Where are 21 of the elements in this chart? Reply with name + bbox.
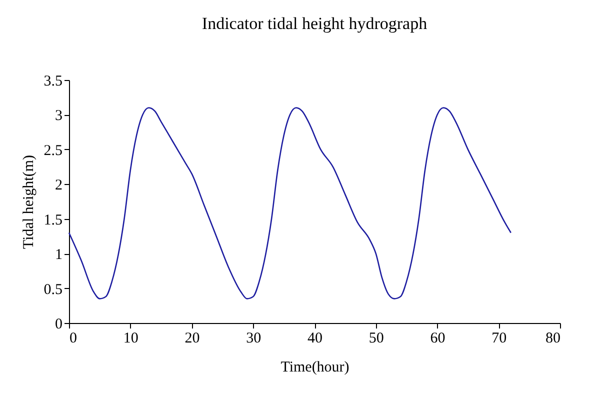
x-tick-label: 30: [246, 330, 262, 346]
y-tick-label: 1.5: [44, 212, 62, 228]
y-tick-label: 2: [55, 178, 62, 194]
y-tick-label: 3: [55, 108, 62, 124]
x-tick-label: 10: [123, 330, 138, 346]
x-axis-title: Time(hour): [280, 360, 350, 376]
line-series: [68, 107, 512, 300]
x-tick-label: 50: [368, 330, 384, 346]
x-tick-label: 80: [546, 330, 560, 346]
y-tick-label: 0.5: [44, 282, 62, 298]
x-tick-label: 70: [492, 330, 507, 346]
y-axis-title: Tidal height(m): [20, 154, 37, 250]
y-tick-label: 1: [55, 247, 62, 264]
y-tick-label: 2.5: [44, 142, 62, 159]
x-tick-label: 60: [430, 330, 446, 346]
chart-title: Indicator tidal height hydrograph: [202, 14, 428, 33]
x-tick-label: 0: [70, 330, 77, 346]
x-tick-label: 20: [184, 330, 200, 346]
y-tick-label: 3.5: [44, 74, 62, 90]
x-tick-label: 40: [308, 330, 322, 346]
y-tick-label: 0: [55, 316, 62, 332]
